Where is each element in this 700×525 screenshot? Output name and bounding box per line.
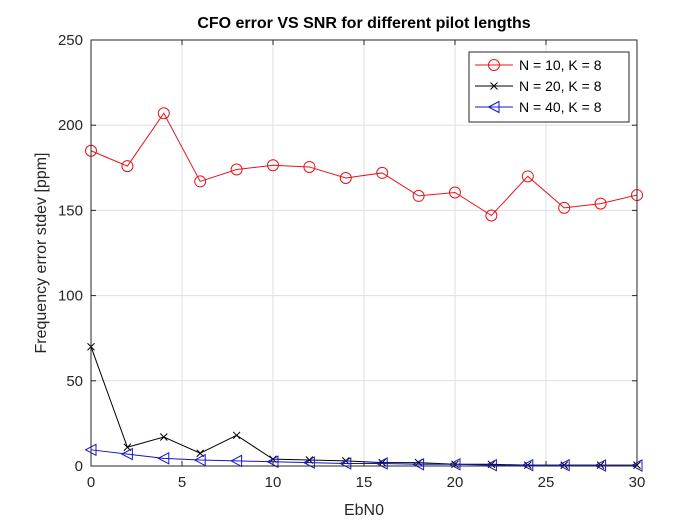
legend-entry: N = 40, K = 8 bbox=[475, 99, 602, 115]
data-point bbox=[120, 447, 133, 461]
data-point bbox=[594, 197, 607, 210]
x-tick-label: 15 bbox=[356, 474, 373, 491]
data-point bbox=[339, 172, 352, 185]
legend-marker bbox=[487, 100, 500, 114]
data-point bbox=[594, 459, 607, 472]
data-point bbox=[302, 456, 315, 469]
y-tick-label: 200 bbox=[58, 117, 83, 134]
data-point bbox=[121, 160, 134, 173]
x-marker-stroke bbox=[123, 443, 132, 452]
x-marker-stroke bbox=[159, 433, 168, 441]
axes bbox=[90, 39, 638, 467]
data-point bbox=[558, 201, 571, 214]
data-point bbox=[485, 209, 498, 222]
legend-entry: N = 10, K = 8 bbox=[475, 57, 602, 73]
legend-label: N = 10, K = 8 bbox=[519, 57, 602, 73]
data-point bbox=[557, 458, 570, 472]
x-axis-label: EbN0 bbox=[344, 502, 384, 519]
legend-label: N = 20, K = 8 bbox=[519, 78, 602, 94]
data-point bbox=[194, 175, 207, 188]
x-tick-label: 10 bbox=[265, 474, 282, 491]
legend-label: N = 40, K = 8 bbox=[519, 99, 602, 115]
data-point bbox=[449, 186, 461, 199]
y-tick-label: 100 bbox=[58, 288, 83, 305]
x-tick-label: 30 bbox=[629, 474, 646, 491]
data-point bbox=[230, 163, 243, 176]
x-tick-label: 25 bbox=[538, 474, 555, 491]
data-point bbox=[484, 458, 497, 472]
y-tick-label: 0 bbox=[75, 458, 83, 475]
legend: N = 10, K = 8 N = 20, K = 8 N = 40, K = 8 bbox=[468, 51, 630, 123]
y-tick-label: 250 bbox=[58, 32, 83, 49]
data-point bbox=[157, 107, 170, 120]
series-line bbox=[90, 112, 638, 217]
data-point bbox=[159, 433, 168, 441]
x-marker-stroke bbox=[232, 431, 241, 440]
data-point bbox=[232, 431, 241, 440]
data-point bbox=[521, 170, 534, 183]
y-tick-label: 50 bbox=[66, 373, 83, 390]
data-point bbox=[267, 159, 279, 172]
data-point bbox=[303, 160, 316, 173]
data-point bbox=[376, 166, 389, 179]
legend-marker bbox=[490, 82, 498, 90]
y-axis-label: Frequency error stdev [ppm] bbox=[33, 153, 50, 354]
data-point bbox=[193, 453, 206, 467]
legend-entry: N = 20, K = 8 bbox=[475, 78, 602, 94]
data-point bbox=[521, 458, 534, 472]
y-tick-label: 150 bbox=[58, 202, 83, 219]
x-marker-stroke bbox=[490, 82, 498, 90]
tick-labels: 0 5 10 15 20 25 30 0 50 100 150 200 250 bbox=[58, 32, 645, 491]
chart-title: CFO error VS SNR for different pilot len… bbox=[197, 15, 530, 32]
x-tick-label: 0 bbox=[87, 474, 95, 491]
legend-marker bbox=[488, 59, 500, 71]
data-point bbox=[230, 454, 243, 468]
x-tick-label: 5 bbox=[178, 474, 186, 491]
data-point bbox=[412, 189, 425, 202]
data-point bbox=[412, 457, 425, 471]
x-marker-stroke bbox=[196, 449, 205, 458]
data-point bbox=[157, 452, 170, 465]
x-tick-label: 20 bbox=[447, 474, 464, 491]
